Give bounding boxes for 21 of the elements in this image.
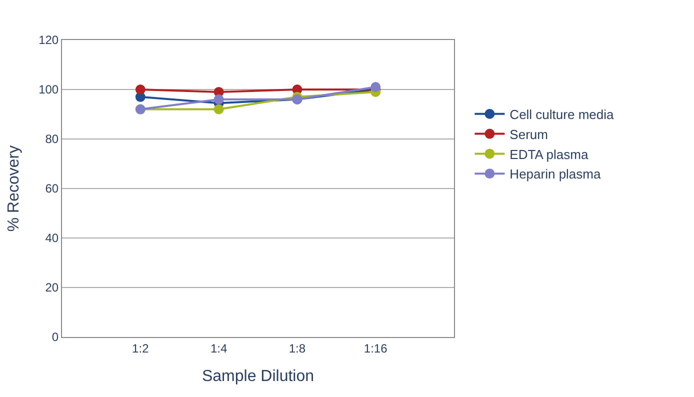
point [214,94,224,104]
y-tick-label: 120 [38,33,59,48]
x-tick-label: 1:2 [132,341,150,356]
point [135,84,146,94]
y-tick-label: 40 [45,231,59,246]
y-axis-title: % Recovery [5,145,22,232]
x-axis-title: Sample Dilution [202,368,314,386]
point [214,104,224,114]
y-tick-label: 0 [52,330,59,344]
legend-label: Heparin plasma [510,166,602,182]
x-tick-label: 1:8 [288,341,306,356]
y-tick-label: 80 [45,132,59,146]
y-tick-label: 20 [45,280,59,295]
point [370,82,381,92]
x-tick-label: 1:16 [364,341,388,356]
legend-label: EDTA plasma [510,146,589,162]
legend-label: Serum [510,126,548,142]
y-tick-label: 60 [45,182,59,196]
legend-label: Cell culture media [510,106,614,122]
y-tick-label: 100 [38,82,59,97]
x-tick-label: 1:4 [210,341,228,356]
